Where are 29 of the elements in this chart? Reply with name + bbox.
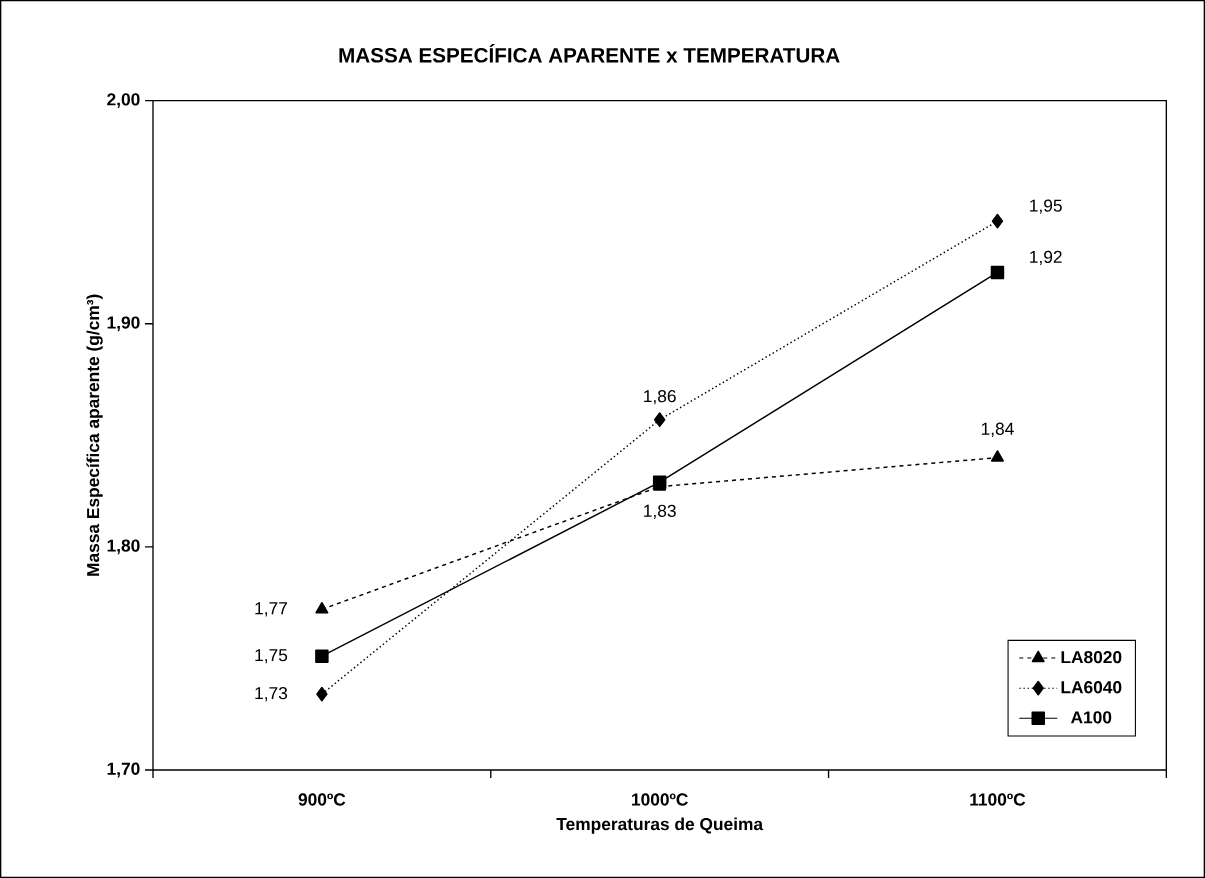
data-label: 1,86: [644, 390, 676, 405]
y-tick-label: 1,70: [107, 762, 140, 778]
data-label: 1,75: [255, 649, 288, 664]
y-tick-label: 2,00: [107, 93, 140, 109]
x-axis-title: Temperaturas de Queima: [556, 817, 764, 834]
point: [315, 649, 329, 663]
legend-label: LA8020: [1061, 651, 1122, 664]
legend-label: A100: [1070, 711, 1112, 724]
legend-label: LA6040: [1061, 681, 1122, 694]
data-label: 1,92: [1030, 250, 1062, 266]
y-axis-title: Massa Específica aparente (g/cm³): [86, 294, 103, 576]
point: [991, 213, 1004, 229]
point: [653, 412, 666, 428]
data-label: 1,73: [255, 686, 288, 702]
y-tick-label: 1,80: [107, 539, 140, 555]
data-label: 1,77: [255, 602, 287, 617]
x-tick-label: 900ºC: [298, 793, 346, 806]
point: [316, 686, 328, 702]
point: [990, 265, 1005, 280]
x-tick-label: 1000ºC: [632, 793, 688, 806]
y-tick-label: 1,90: [107, 316, 140, 332]
data-label: 1,83: [644, 504, 676, 520]
point: [315, 601, 329, 614]
data-label: 1,84: [981, 422, 1014, 437]
chart-title: MASSA ESPECÍFICA APARENTE x TEMPERATURA: [339, 44, 840, 63]
point: [652, 475, 667, 489]
x-tick-label: 1100ºC: [970, 793, 1026, 806]
data-label: 1,95: [1030, 199, 1062, 214]
point: [990, 450, 1004, 462]
